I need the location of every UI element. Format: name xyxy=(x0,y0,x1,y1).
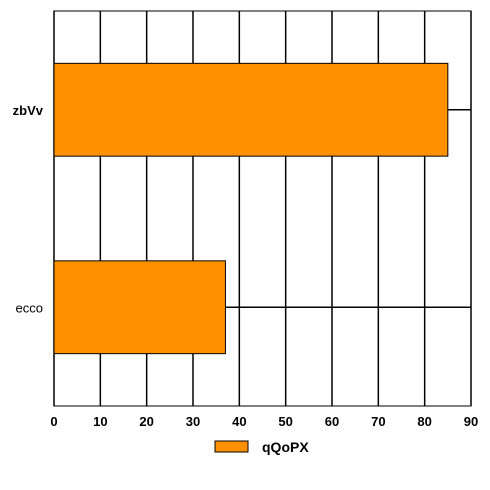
category-label-zbVv: zbVv xyxy=(13,103,44,118)
x-tick-label-90: 90 xyxy=(464,414,478,429)
legend-label: qQoPX xyxy=(262,439,309,455)
category-label-ecco: ecco xyxy=(16,300,43,315)
bars xyxy=(53,62,449,355)
x-tick-label-50: 50 xyxy=(278,414,292,429)
x-tick-label-10: 10 xyxy=(93,414,107,429)
legend-swatch xyxy=(214,440,249,453)
x-tick-label-40: 40 xyxy=(232,414,246,429)
x-tick-label-20: 20 xyxy=(139,414,153,429)
legend: qQoPX xyxy=(214,439,309,455)
x-tick-label-0: 0 xyxy=(50,414,57,429)
bar-zbVv xyxy=(53,62,449,157)
x-axis-ticks: 0 10 20 30 40 50 60 70 80 90 xyxy=(50,414,478,429)
y-axis-category-labels: zbVv ecco xyxy=(13,103,44,316)
x-tick-label-70: 70 xyxy=(371,414,385,429)
x-tick-label-60: 60 xyxy=(325,414,339,429)
plot-frame xyxy=(53,10,472,407)
x-tick-label-80: 80 xyxy=(417,414,431,429)
bar-ecco xyxy=(53,260,226,355)
x-tick-label-30: 30 xyxy=(186,414,200,429)
